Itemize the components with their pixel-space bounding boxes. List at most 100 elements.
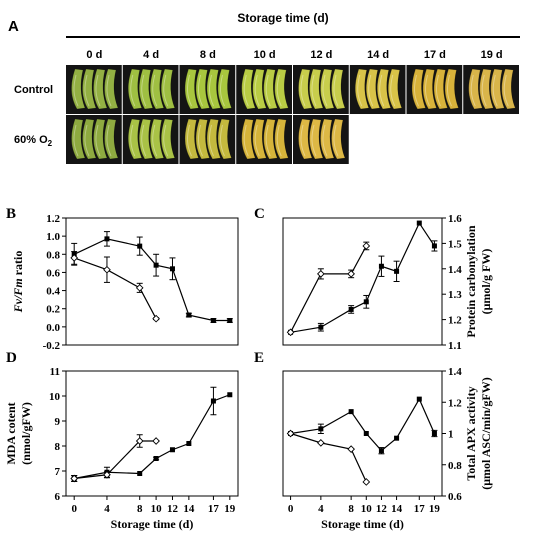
banana-highlight [424,74,430,107]
banana-shape [263,118,278,160]
data-point [153,262,159,268]
banana-photo [293,65,349,114]
banana-highlight [130,124,136,157]
y-tick-label: 8 [55,441,61,453]
y-tick-label: 1.6 [448,213,462,225]
banana-shape [411,68,426,110]
column-label: 4 d [143,49,159,61]
y-tick-label: 1.2 [448,397,462,409]
y-tick-label: 1.5 [448,238,462,250]
banana-photo [122,65,179,114]
banana-highlight [141,74,147,107]
banana-highlight [300,124,306,157]
banana-highlight [492,74,498,107]
banana-shape [195,118,210,160]
banana-highlight [243,74,249,107]
banana-highlight [311,74,317,107]
y-tick-label: 0.6 [46,267,60,279]
row-label-text: 60% O [14,134,48,146]
banana-shape [93,68,108,110]
banana-shape [71,68,86,110]
y-tick-label: -0.2 [43,340,61,352]
y-axis-label-line2: (μmol ASC/min/gFW) [479,377,493,489]
series-control [288,396,438,455]
data-point [394,435,400,441]
photo-grid [66,65,519,164]
banana-highlight [95,74,101,107]
column-labels: 0 d 4 d 8 d 10 d 12 d 14 d 17 d 19 d [86,49,502,61]
series-line [73,257,157,319]
banana-highlight [219,74,225,107]
series-line [290,245,367,333]
banana-highlight [413,74,419,107]
data-point [431,431,437,436]
data-point [317,439,325,447]
banana-shape [490,68,505,110]
panel-c-letter: C [254,206,265,222]
banana-highlight [84,74,90,107]
banana-highlight [186,124,192,157]
x-tick-label: 8 [348,503,354,515]
y-tick-label: 6 [55,491,61,503]
row-label: Control [14,84,53,96]
banana-shape [184,118,199,160]
banana-shape [149,118,165,160]
banana-shape [104,68,119,110]
banana-shape [149,68,165,110]
banana-shape [241,118,256,160]
banana-shape [331,118,346,160]
series-line [74,394,231,480]
banana-highlight [254,74,260,107]
banana-highlight [197,124,203,157]
data-point [227,318,233,324]
banana-shape [93,118,108,160]
banana-highlight [73,74,79,107]
banana-shape [195,68,210,110]
banana-highlight [503,74,509,107]
banana-shape [274,118,289,160]
banana-highlight [73,124,79,157]
x-tick-label: 4 [318,503,324,515]
banana-photo [236,65,292,114]
panel-a: A Storage time (d) 0 d 4 d 8 d 10 d 12 d 14 d… [8,11,520,164]
y-tick-label: 10 [49,391,61,403]
panel-b: B -0.2 0.0 0.2 0.4 0.6 0.8 1.0 1.2 Fv/Fm ratio [6,206,239,352]
y-axis-label-line1: Total APX activity [464,386,478,480]
banana-shape [217,118,232,160]
banana-highlight [130,74,136,107]
y-tick-label: 0.6 [448,491,462,503]
data-point [169,447,175,453]
banana-shape [127,118,143,160]
banana-highlight [333,124,339,157]
panel-e: E 0.6 0.8 1 1.2 1.4 0 4 8 10 12 14 17 19 Storage time… [254,350,493,531]
data-point [362,478,371,486]
banana-highlight [152,124,158,157]
series-control [288,220,438,335]
data-point [104,236,110,242]
data-point [286,328,295,337]
data-point [152,314,160,323]
banana-shape [298,118,313,160]
data-point [152,437,160,445]
row-labels: Control 60% O2 [14,84,53,148]
data-point [210,318,216,324]
y-tick-label: 0.8 [46,249,60,261]
banana-highlight [333,74,339,107]
banana-shape [160,68,176,110]
panel-d: D 6 7 8 9 10 11 0 4 8 10 12 14 17 19 Storage time (d) M… [4,350,239,531]
series-line [74,440,157,480]
column-label: 10 d [254,49,276,61]
banana-shape [320,118,335,160]
plot-frame [65,370,239,497]
banana-shape [241,68,256,110]
banana-shape [376,68,392,110]
series-line [290,221,435,333]
banana-highlight [208,124,214,157]
y-tick-label: 1.3 [448,289,462,301]
banana-highlight [84,124,90,157]
x-tick-label: 17 [208,503,220,515]
column-label: 14 d [367,49,389,61]
data-point [210,398,216,404]
y-tick-label: 0.2 [46,304,60,316]
banana-highlight [470,74,476,107]
